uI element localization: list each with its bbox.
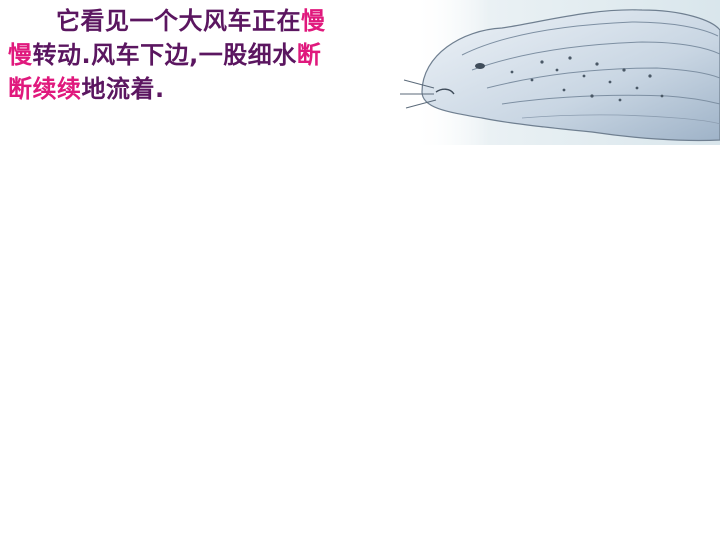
passage-line-2: 慢转动.风车下边,一股细水断 [8,38,410,72]
line1-text: 它看见一个大风车正在 [56,7,301,35]
passage-text: 它看见一个大风车正在慢 慢转动.风车下边,一股细水断 断续续地流着. [8,4,410,106]
line3-text: 地流着. [81,75,165,103]
cloud-eye [475,63,485,69]
cloud-swirl-4 [501,94,720,105]
line2-highlight-end: 断 [296,41,322,69]
cloud-swirl-1 [461,21,719,56]
cloud-mouth [435,88,455,95]
line3-highlight: 断续续 [8,75,82,103]
wind-line-1 [403,79,435,89]
wind-line-3 [405,99,437,109]
wind-cloud-illustration [400,0,720,145]
cloud-dots [510,56,664,102]
line2-highlight-start: 慢 [8,41,33,69]
cloud-swirl-5 [521,114,720,125]
line2-text: 转动.风车下边,一股细水 [32,41,297,69]
cloud-swirl-3 [486,67,720,89]
passage-line-1: 它看见一个大风车正在慢 [8,4,410,38]
cloud-swirl-2 [471,41,720,71]
line1-highlight: 慢 [301,7,326,35]
passage-line-3: 断续续地流着. [8,72,410,106]
